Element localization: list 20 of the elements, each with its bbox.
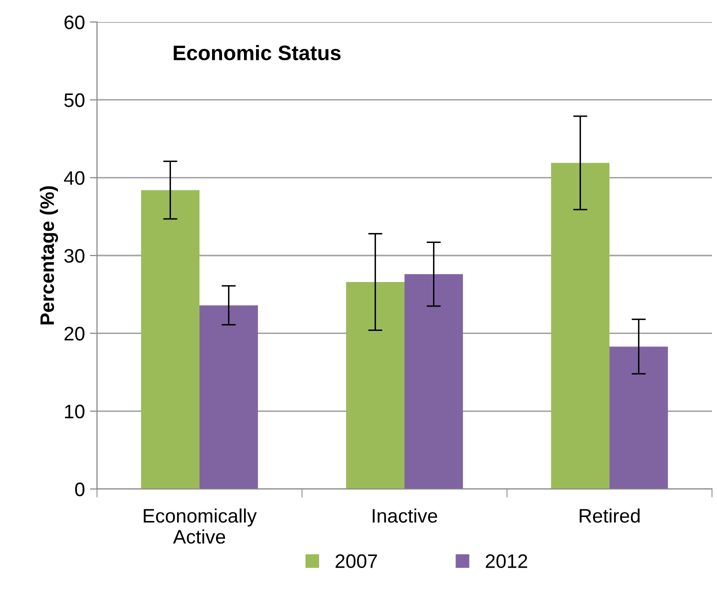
bar	[610, 346, 668, 489]
legend-label: 2012	[486, 554, 528, 568]
bar	[141, 190, 200, 489]
y-tick-label: 20	[64, 326, 84, 341]
y-tick-label: 30	[64, 248, 84, 263]
bar	[404, 274, 463, 489]
x-tick-label: Inactive	[372, 508, 438, 523]
y-tick-label: 60	[64, 15, 84, 30]
y-axis-title: Percentage (%)	[40, 186, 58, 324]
bar	[346, 282, 404, 489]
y-tick-label: 50	[64, 93, 84, 108]
legend-label: 2007	[336, 554, 377, 568]
bar	[551, 162, 610, 489]
bar	[200, 305, 258, 489]
y-tick-label: 10	[65, 404, 84, 418]
x-tick-label: Economically Active	[144, 508, 257, 544]
text: Economic Status	[174, 44, 341, 60]
x-tick-label: Retired	[580, 508, 640, 523]
y-tick-label: 0	[75, 482, 84, 496]
y-tick-label: 40	[64, 171, 84, 185]
